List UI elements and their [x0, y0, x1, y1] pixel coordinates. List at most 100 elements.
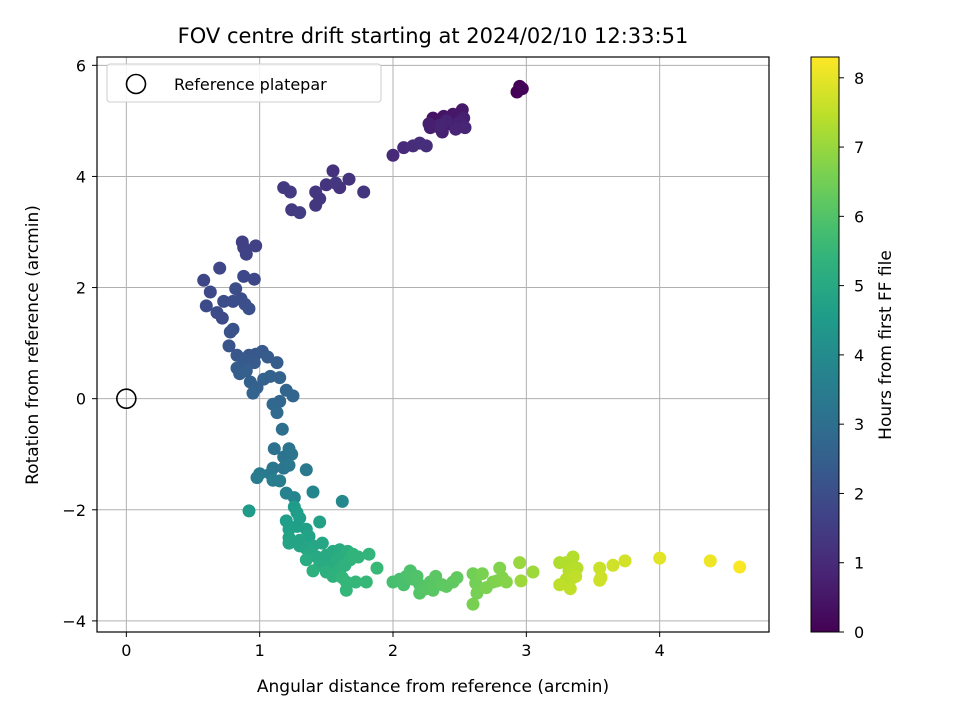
data-point [287, 491, 301, 505]
data-point [563, 582, 577, 596]
legend-label: Reference platepar [174, 75, 327, 94]
data-point [593, 561, 607, 575]
data-point [370, 561, 384, 575]
y-tick-label: −4 [62, 612, 86, 631]
data-point [313, 515, 327, 529]
colorbar-ticks: 0 1 2 3 4 5 6 7 8 [839, 69, 864, 642]
data-point [357, 185, 371, 199]
data-points [197, 79, 747, 611]
data-point [335, 494, 349, 508]
data-point [469, 576, 483, 590]
data-point [475, 567, 489, 581]
data-point [566, 550, 580, 564]
data-point [569, 569, 583, 583]
data-point [273, 371, 287, 385]
colorbar: 0 1 2 3 4 5 6 7 8 Hours from first FF file [810, 56, 896, 642]
grid [97, 57, 769, 632]
data-point [213, 261, 227, 275]
data-point [286, 389, 300, 403]
y-tick-label: 0 [76, 390, 86, 409]
data-point [315, 536, 329, 550]
data-point [514, 574, 528, 588]
data-point [226, 322, 240, 336]
data-point [362, 547, 376, 561]
data-point [450, 571, 464, 585]
data-point [242, 302, 256, 316]
data-point [285, 447, 299, 461]
colorbar-tick-label: 3 [854, 415, 864, 434]
data-point [703, 554, 717, 568]
x-tick-label: 2 [388, 641, 398, 660]
y-axis-label: Rotation from reference (arcmin) [23, 205, 43, 485]
plot-frame [96, 56, 770, 633]
data-point [283, 185, 297, 199]
data-point [342, 172, 356, 186]
data-point [299, 463, 313, 477]
data-point [293, 206, 307, 220]
colorbar-tick-label: 2 [854, 484, 864, 503]
data-point [309, 198, 323, 212]
data-point [513, 556, 527, 570]
y-tick-label: 2 [76, 279, 86, 298]
data-point [422, 117, 436, 131]
data-point [282, 458, 296, 472]
legend: Reference platepar [106, 63, 382, 103]
data-point [203, 285, 217, 299]
data-point [249, 239, 263, 253]
data-point [242, 504, 256, 518]
data-point [270, 356, 284, 370]
y-axis: −4 −2 0 2 4 6 [62, 56, 97, 631]
data-point [275, 422, 289, 436]
data-point [306, 564, 320, 578]
plot-area [96, 56, 770, 633]
data-point [247, 272, 261, 286]
y-tick-label: 6 [76, 56, 86, 75]
data-point [433, 118, 447, 132]
x-tick-label: 0 [121, 641, 131, 660]
x-tick-label: 1 [255, 641, 265, 660]
data-point [329, 176, 343, 190]
y-tick-label: −2 [62, 501, 86, 520]
data-point [273, 474, 287, 488]
y-tick-label: 4 [76, 167, 86, 186]
colorbar-tick-label: 5 [854, 277, 864, 296]
data-point [247, 356, 261, 370]
data-point [419, 139, 433, 153]
data-point [306, 485, 320, 499]
data-point [229, 282, 243, 296]
colorbar-tick-label: 0 [854, 623, 864, 642]
data-point [386, 148, 400, 162]
data-point [593, 573, 607, 587]
data-point [326, 164, 340, 178]
data-point [359, 575, 373, 589]
legend-marker-icon [125, 73, 147, 95]
data-point [733, 560, 747, 574]
data-point [199, 299, 213, 313]
data-point [499, 575, 513, 589]
colorbar-tick-label: 6 [854, 207, 864, 226]
data-point [618, 554, 632, 568]
data-point [267, 442, 281, 456]
chart-title: FOV centre drift starting at 2024/02/10 … [178, 24, 689, 48]
data-point [250, 471, 264, 485]
data-point [239, 364, 253, 378]
colorbar-tick-label: 7 [854, 138, 864, 157]
colorbar-label: Hours from first FF file [876, 250, 896, 440]
data-point [349, 575, 363, 589]
data-point [606, 558, 620, 572]
data-point [653, 551, 667, 565]
data-point [282, 536, 296, 550]
data-point [351, 550, 365, 564]
x-tick-label: 3 [521, 641, 531, 660]
x-axis: 0 1 2 3 4 [121, 632, 665, 660]
data-point [217, 294, 231, 308]
data-point [458, 121, 472, 135]
data-point [526, 565, 540, 579]
x-tick-label: 4 [655, 641, 665, 660]
colorbar-tick-label: 1 [854, 554, 864, 573]
colorbar-tick-label: 8 [854, 69, 864, 88]
data-point [270, 406, 284, 420]
data-point [515, 82, 529, 96]
data-point [466, 597, 480, 611]
